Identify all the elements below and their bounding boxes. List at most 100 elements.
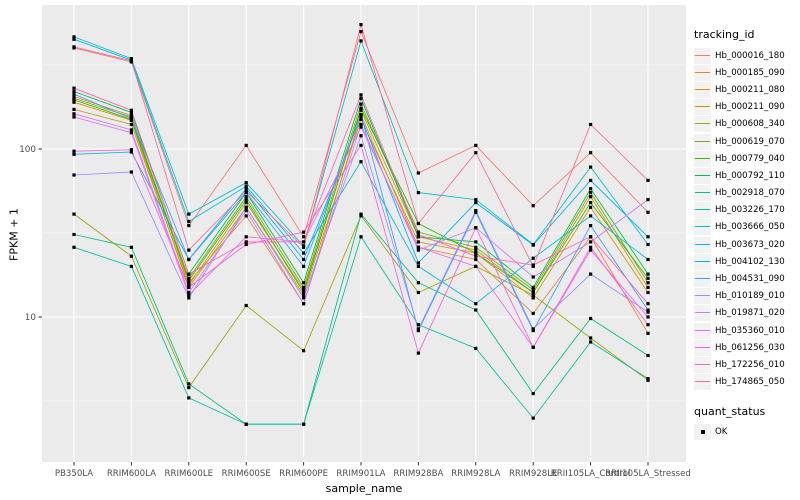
data-point	[302, 288, 306, 292]
data-point	[589, 224, 593, 228]
data-point	[244, 422, 248, 426]
data-point	[589, 205, 593, 209]
data-point	[129, 108, 133, 112]
data-point	[589, 122, 593, 127]
y-tick-label: 10	[25, 313, 37, 323]
data-point	[359, 106, 363, 110]
data-point	[474, 210, 478, 214]
legend-key-line-icon	[694, 288, 711, 305]
data-point	[646, 276, 650, 280]
x-tick-label: RRIM600LE	[165, 469, 214, 479]
data-point	[129, 264, 133, 268]
data-point	[646, 210, 650, 214]
data-point	[187, 278, 191, 283]
data-point	[646, 308, 650, 312]
data-point	[187, 283, 191, 287]
data-point	[359, 96, 363, 100]
data-point	[474, 209, 478, 213]
data-point	[244, 242, 248, 247]
legend-item-Hb_003666_050: Hb_003666_050	[694, 219, 798, 236]
data-point	[474, 226, 478, 230]
x-tick-label: RRIM600PE	[279, 469, 328, 479]
x-tick-label: RRIM928LE	[509, 469, 558, 479]
data-point	[244, 187, 248, 191]
data-point	[302, 251, 306, 255]
data-point	[416, 351, 420, 355]
x-tick-label: RRIM901LA	[336, 469, 385, 479]
data-point	[416, 171, 420, 175]
legend-key-square-icon	[694, 424, 711, 441]
data-point	[531, 275, 535, 279]
data-point	[244, 189, 248, 193]
data-point	[72, 35, 76, 39]
data-point	[531, 285, 535, 289]
data-point	[129, 122, 133, 127]
data-point	[187, 285, 191, 289]
data-point	[416, 264, 420, 268]
data-point	[474, 240, 478, 244]
data-point	[244, 240, 248, 244]
data-point	[646, 272, 650, 276]
data-point	[531, 392, 535, 396]
legend-key-line-icon	[694, 374, 711, 391]
data-point	[359, 93, 363, 97]
data-point	[416, 290, 420, 295]
data-point	[72, 86, 76, 90]
data-point	[474, 302, 478, 306]
legend-key-line-icon	[694, 305, 711, 322]
data-point	[129, 245, 133, 249]
legend-item-Hb_019871_020: Hb_019871_020	[694, 305, 798, 322]
data-point	[589, 151, 593, 155]
data-point	[646, 257, 650, 262]
data-point	[589, 272, 593, 276]
data-point	[589, 316, 593, 321]
data-point	[416, 235, 420, 239]
legend-key-line-icon	[694, 236, 711, 253]
data-point	[474, 264, 478, 268]
legend-item-Hb_003226_170: Hb_003226_170	[694, 202, 798, 219]
data-point	[531, 288, 535, 292]
data-point	[474, 245, 478, 249]
data-point	[129, 170, 133, 174]
panel-background	[42, 5, 686, 462]
legend-item-Hb_004102_130: Hb_004102_130	[694, 253, 798, 270]
data-point	[589, 240, 593, 244]
legend-item-Hb_002918_070: Hb_002918_070	[694, 185, 798, 202]
data-point	[416, 261, 420, 265]
data-point	[187, 296, 191, 300]
data-point	[244, 181, 248, 185]
data-point	[359, 102, 363, 106]
data-point	[72, 92, 76, 96]
data-point	[416, 221, 420, 226]
data-point	[359, 30, 363, 34]
data-point	[589, 235, 593, 239]
legend-item-Hb_000619_070: Hb_000619_070	[694, 133, 798, 150]
data-point	[359, 125, 363, 129]
x-tick-label: RRIM928BA	[393, 469, 443, 479]
data-point	[72, 107, 76, 111]
data-point	[474, 198, 478, 202]
data-point	[244, 198, 248, 202]
data-point	[187, 248, 191, 252]
legend-label: Hb_003226_170	[715, 205, 785, 216]
data-point	[474, 251, 478, 255]
data-point	[72, 95, 76, 99]
data-point	[129, 148, 133, 152]
data-point	[474, 201, 478, 205]
legend-label: Hb_000185_090	[715, 67, 785, 78]
data-point	[302, 349, 306, 353]
data-point	[646, 290, 650, 295]
data-point	[244, 235, 248, 239]
legend: tracking_id Hb_000016_180 Hb_000185_090 Hb…	[694, 28, 798, 441]
data-point	[646, 281, 650, 285]
data-point	[359, 212, 363, 216]
legend-key-line-icon	[694, 81, 711, 98]
data-point	[589, 195, 593, 199]
data-point	[72, 152, 76, 156]
legend-item-Hb_000608_340: Hb_000608_340	[694, 116, 798, 133]
legend-key-line-icon	[694, 253, 711, 270]
legend-key-line-icon	[694, 64, 711, 81]
data-point	[72, 45, 76, 49]
x-tick-label: RRIM600LA	[107, 469, 156, 479]
